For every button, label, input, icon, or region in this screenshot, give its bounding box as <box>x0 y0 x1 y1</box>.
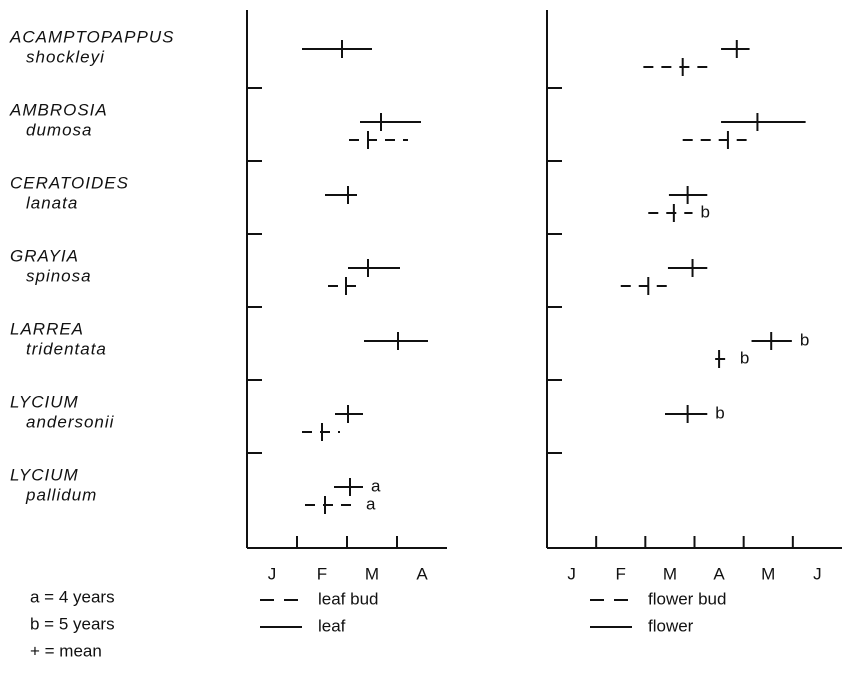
epithet-label: andersonii <box>26 412 115 431</box>
x-tick-label: F <box>317 564 327 583</box>
note: a = 4 years <box>30 587 115 606</box>
genus-label: LYCIUM <box>10 465 79 484</box>
years-mark: a <box>366 494 376 513</box>
x-tick-label: J <box>813 564 822 583</box>
x-tick-label: M <box>365 564 379 583</box>
note: + = mean <box>30 641 102 660</box>
years-mark: b <box>715 403 724 422</box>
genus-label: GRAYIA <box>10 246 79 265</box>
genus-label: LARREA <box>10 319 84 338</box>
years-mark: b <box>701 202 710 221</box>
epithet-label: spinosa <box>26 266 92 285</box>
epithet-label: tridentata <box>26 339 107 358</box>
years-mark: b <box>800 330 809 349</box>
x-tick-label: A <box>713 564 725 583</box>
legend-label: flower bud <box>648 589 726 608</box>
epithet-label: shockleyi <box>26 47 105 66</box>
epithet-label: pallidum <box>25 485 97 504</box>
years-mark: a <box>371 476 381 495</box>
genus-label: LYCIUM <box>10 392 79 411</box>
x-tick-label: M <box>663 564 677 583</box>
legend-label: leaf <box>318 616 346 635</box>
x-tick-label: A <box>416 564 428 583</box>
epithet-label: dumosa <box>26 120 92 139</box>
genus-label: CERATOIDES <box>10 173 129 192</box>
x-tick-label: J <box>567 564 576 583</box>
x-tick-label: F <box>616 564 626 583</box>
years-mark: b <box>740 348 749 367</box>
genus-label: AMBROSIA <box>9 100 108 119</box>
note: b = 5 years <box>30 614 115 633</box>
legend-label: flower <box>648 616 694 635</box>
genus-label: ACAMPTOPAPPUS <box>9 27 174 46</box>
x-tick-label: M <box>761 564 775 583</box>
legend-label: leaf bud <box>318 589 379 608</box>
x-tick-label: J <box>268 564 277 583</box>
epithet-label: lanata <box>26 193 78 212</box>
